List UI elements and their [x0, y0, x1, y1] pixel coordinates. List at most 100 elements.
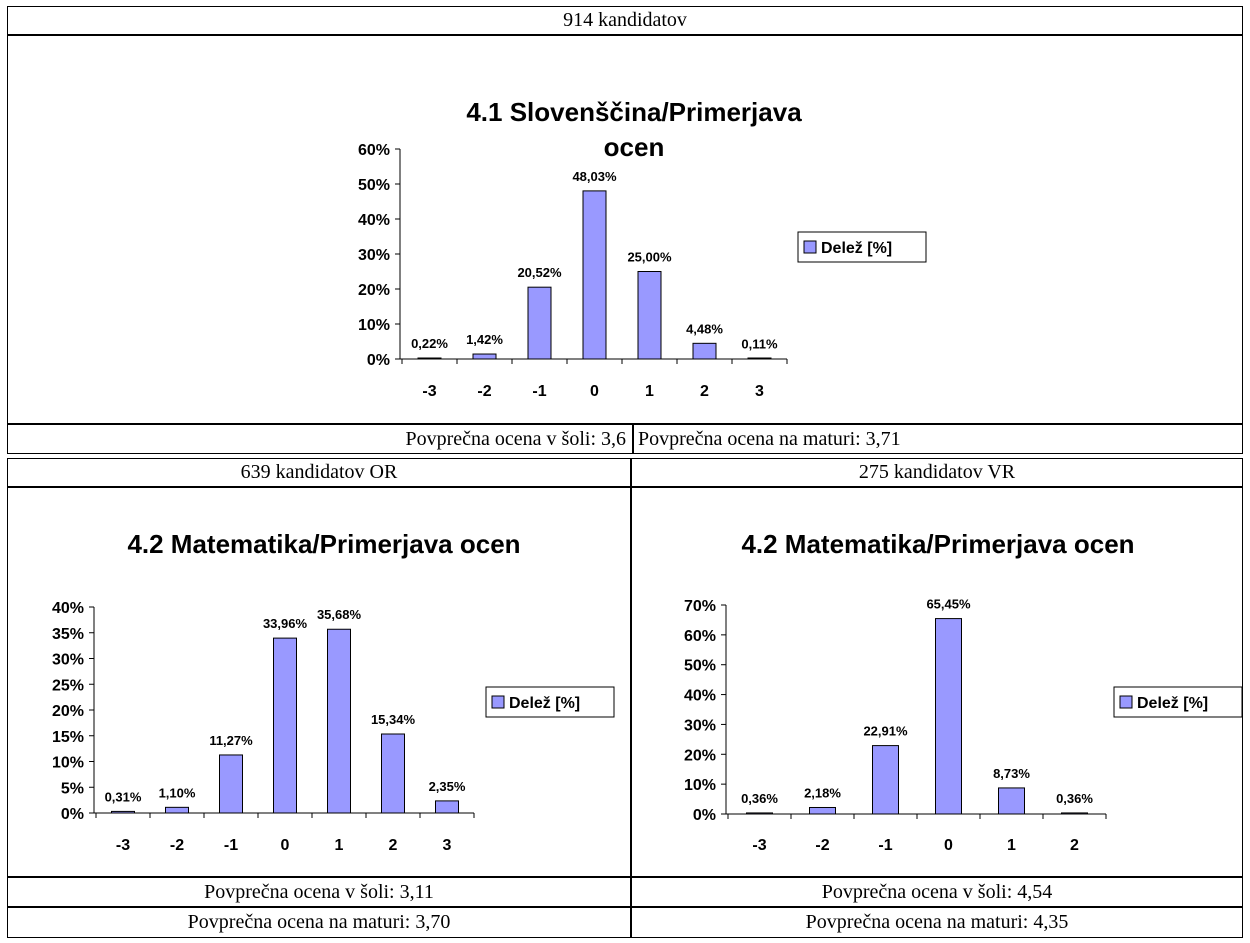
bar: [746, 812, 773, 815]
x-tick-label: 1: [335, 837, 344, 854]
y-tick-label: 40%: [684, 688, 716, 705]
bar: [417, 357, 442, 360]
bar: [527, 286, 552, 360]
data-label: 4,48%: [686, 321, 723, 336]
y-tick-label: 10%: [52, 755, 84, 772]
data-label: 0,36%: [1056, 791, 1093, 806]
y-tick-label: 10%: [358, 317, 390, 334]
y-tick-label: 40%: [358, 212, 390, 229]
bar: [219, 754, 243, 814]
chart-panel-matematika-or: 4.2 Matematika/Primerjava ocen 0% 5% 10% 15%…: [7, 487, 631, 877]
y-tick-label: 0%: [693, 807, 716, 824]
y-tick-label: 60%: [358, 142, 390, 159]
x-tick-label: 0: [281, 837, 290, 854]
bar: [111, 810, 135, 814]
left-footer-matura-average: Povprečna ocena na maturi: 3,70: [7, 907, 631, 938]
top-header: 914 kandidatov: [7, 6, 1243, 35]
x-tick-label: -3: [752, 837, 766, 854]
bar: [1061, 812, 1088, 815]
bar: [747, 357, 772, 360]
bar: [809, 806, 836, 815]
bar: [998, 787, 1025, 815]
chart-title: ocen: [604, 132, 665, 162]
bar: [935, 618, 962, 815]
legend-swatch: [803, 240, 817, 254]
data-label: 20,52%: [517, 265, 562, 280]
y-tick-label: 30%: [358, 247, 390, 264]
y-tick-label: 70%: [684, 598, 716, 615]
data-label: 65,45%: [926, 597, 971, 612]
x-tick-label: 1: [645, 383, 654, 400]
right-footer-matura-average: Povprečna ocena na maturi: 4,35: [631, 907, 1243, 938]
y-tick-label: 20%: [52, 703, 84, 720]
chart-title: 4.1 Slovenščina/Primerjava: [466, 97, 802, 127]
y-tick-label: 20%: [684, 747, 716, 764]
report-table: 914 kandidatov 4.1 Slovenščina/Primerjav…: [7, 6, 1243, 938]
bar: [435, 800, 459, 814]
y-tick-label: 10%: [684, 777, 716, 794]
y-tick-label: 5%: [61, 780, 84, 797]
x-tick-label: 0: [590, 383, 599, 400]
data-label: 11,27%: [209, 733, 253, 748]
left-footer-school-average: Povprečna ocena v šoli: 3,11: [7, 877, 631, 907]
legend-label: Delež [%]: [821, 240, 892, 257]
chart-panel-matematika-vr: 4.2 Matematika/Primerjava ocen 0% 10% 20% 30…: [631, 487, 1243, 877]
data-label: 2,18%: [804, 785, 841, 800]
bar: [381, 733, 405, 814]
matematika-vr-chart: 4.2 Matematika/Primerjava ocen 0% 10% 20% 30…: [684, 529, 1242, 854]
x-tick-label: -3: [116, 837, 130, 854]
x-tick-label: -1: [878, 837, 892, 854]
data-label: 33,96%: [263, 616, 308, 631]
legend-box: [1113, 686, 1242, 718]
data-label: 15,34%: [371, 712, 416, 727]
y-tick-label: 60%: [684, 628, 716, 645]
x-tick-label: 3: [443, 837, 452, 854]
data-label: 48,03%: [572, 169, 617, 184]
y-tick-label: 30%: [52, 652, 84, 669]
right-header: 275 kandidatov VR: [631, 458, 1243, 487]
bar: [472, 353, 497, 360]
data-label: 35,68%: [317, 607, 362, 622]
matematika-or-chart: 4.2 Matematika/Primerjava ocen 0% 5% 10% 15%…: [52, 529, 615, 854]
top-footer-matura-average: Povprečna ocena na maturi: 3,71: [633, 424, 1243, 454]
x-tick-label: -1: [224, 837, 238, 854]
legend-box: [485, 686, 615, 718]
bar: [692, 342, 717, 360]
x-tick-label: -2: [477, 383, 491, 400]
y-tick-label: 0%: [61, 806, 84, 823]
y-tick-label: 0%: [367, 352, 390, 369]
x-tick-label: -3: [422, 383, 436, 400]
data-label: 2,35%: [429, 779, 466, 794]
x-tick-label: -2: [815, 837, 829, 854]
chart-title: 4.2 Matematika/Primerjava ocen: [741, 529, 1134, 559]
y-tick-label: 50%: [684, 658, 716, 675]
data-label: 1,10%: [159, 785, 196, 800]
x-tick-label: -1: [532, 383, 546, 400]
y-tick-label: 15%: [52, 729, 84, 746]
x-tick-label: 2: [389, 837, 398, 854]
bar: [273, 637, 297, 814]
legend-label: Delež [%]: [509, 695, 580, 712]
data-label: 8,73%: [993, 766, 1030, 781]
data-label: 25,00%: [627, 250, 672, 265]
slovenscina-chart: 4.1 Slovenščina/Primerjavaocen0%10%20%30…: [358, 97, 927, 400]
x-tick-label: 1: [1007, 837, 1016, 854]
data-label: 0,36%: [741, 791, 778, 806]
top-footer-school-average: Povprečna ocena v šoli: 3,6: [7, 424, 633, 454]
data-label: 0,22%: [411, 336, 448, 351]
left-header: 639 kandidatov OR: [7, 458, 631, 487]
bar: [327, 628, 351, 814]
y-tick-label: 35%: [52, 626, 84, 643]
right-footer-school-average: Povprečna ocena v šoli: 4,54: [631, 877, 1243, 907]
data-label: 0,11%: [741, 337, 778, 352]
legend-label: Delež [%]: [1137, 695, 1208, 712]
legend-box: [797, 231, 927, 263]
bar: [582, 190, 607, 360]
y-tick-label: 30%: [684, 717, 716, 734]
x-tick-label: 0: [944, 837, 953, 854]
bar: [165, 806, 189, 814]
y-tick-label: 40%: [52, 600, 84, 617]
data-label: 0,31%: [105, 789, 142, 804]
legend-swatch: [1119, 695, 1133, 709]
chart-panel-slovenscina: 4.1 Slovenščina/Primerjava ocen 0% 10% 20% 30…: [7, 35, 1243, 424]
